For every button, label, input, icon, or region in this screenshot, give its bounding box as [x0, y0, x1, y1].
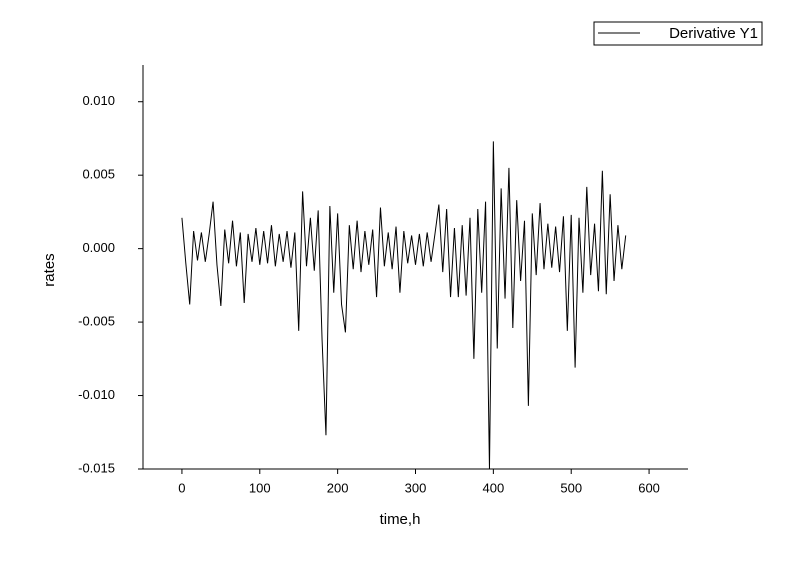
- y-tick-label: 0.000: [82, 240, 115, 255]
- x-tick-label: 200: [327, 480, 349, 495]
- y-tick-label: -0.015: [78, 460, 115, 475]
- legend-label: Derivative Y1: [669, 25, 758, 42]
- x-tick-label: 100: [249, 480, 271, 495]
- y-axis-label: rates: [41, 253, 58, 286]
- y-tick-label: 0.010: [82, 93, 115, 108]
- data-line: [181, 141, 627, 470]
- y-tick-label: -0.005: [78, 314, 115, 329]
- x-axis-label: time,h: [380, 511, 421, 528]
- x-tick-label: 500: [560, 480, 582, 495]
- x-tick-label: 400: [483, 480, 505, 495]
- x-tick-label: 0: [178, 480, 185, 495]
- y-tick-label: 0.005: [82, 167, 115, 182]
- y-tick-label: -0.010: [78, 387, 115, 402]
- x-tick-label: 600: [638, 480, 660, 495]
- x-tick-label: 300: [405, 480, 427, 495]
- legend-box: [593, 21, 763, 46]
